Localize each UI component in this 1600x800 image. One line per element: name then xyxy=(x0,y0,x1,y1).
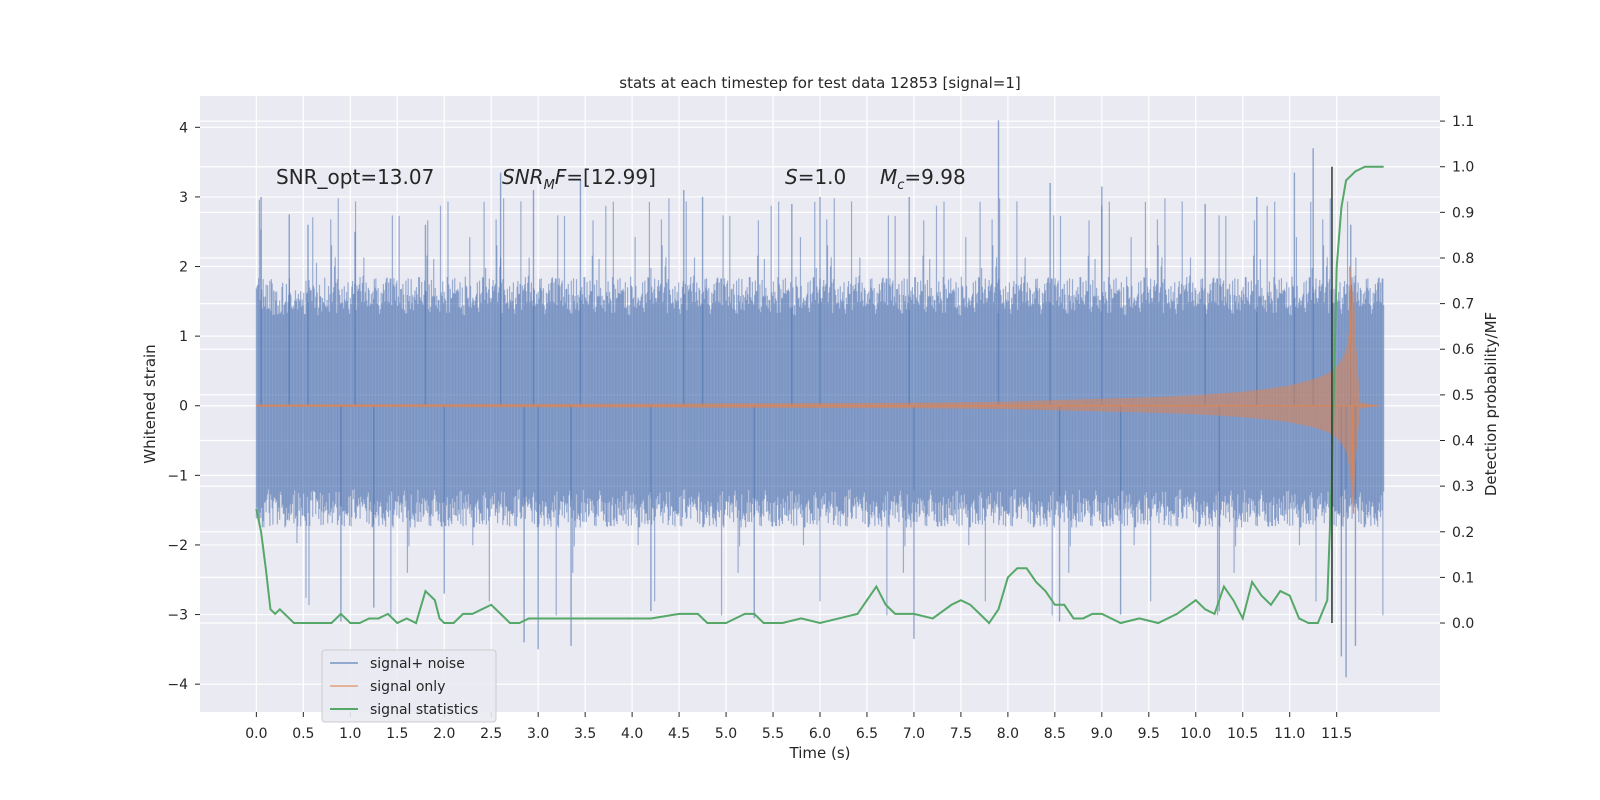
annotation-mc-sub: c xyxy=(897,178,904,193)
y-left-tick-label: −3 xyxy=(167,608,188,624)
annotation-s-name: S xyxy=(785,165,798,189)
x-tick-label: 11.5 xyxy=(1321,726,1352,742)
y-right-tick-label: 0.4 xyxy=(1452,434,1474,450)
y-right-tick-label: 0.2 xyxy=(1452,525,1474,541)
x-tick-label: 5.0 xyxy=(715,726,737,742)
annotation-snr-mf-sub: M xyxy=(544,178,555,193)
x-tick-label: 5.5 xyxy=(762,726,784,742)
y-right-tick-label: 0.6 xyxy=(1452,342,1474,358)
y-left-tick-label: −1 xyxy=(167,468,188,484)
annotation-snr-mf-value: =[12.99] xyxy=(566,165,656,189)
x-tick-label: 8.0 xyxy=(997,726,1019,742)
x-tick-label: 10.5 xyxy=(1227,726,1258,742)
annotation-mc: Mc=9.98 xyxy=(880,165,966,193)
y-left-tick-label: 4 xyxy=(179,120,188,136)
y-left-tick-label: 2 xyxy=(179,260,188,276)
legend-box xyxy=(321,649,497,723)
y-left-tick-label: −4 xyxy=(167,677,188,693)
x-tick-label: 9.0 xyxy=(1091,726,1113,742)
annotation-s: S=1.0 xyxy=(785,165,846,189)
y-axis-left: 4 3 2 1 0 −1 −2 −3 −4 xyxy=(167,120,200,693)
y-right-tick-label: 0.3 xyxy=(1452,479,1474,495)
x-tick-label: 3.5 xyxy=(574,726,596,742)
x-tick-label: 2.0 xyxy=(433,726,455,742)
y-right-tick-label: 0.1 xyxy=(1452,570,1474,586)
y-right-tick-label: 0.0 xyxy=(1452,616,1474,632)
legend-label-signal-statistics: signal statistics xyxy=(370,702,478,718)
y-left-tick-label: 3 xyxy=(179,190,188,206)
annotation-snr-mf: SNRMF=[12.99] xyxy=(502,165,656,193)
x-tick-label: 7.5 xyxy=(950,726,972,742)
y-right-tick-label: 0.5 xyxy=(1452,388,1474,404)
annotation-mc-value: =9.98 xyxy=(904,165,965,189)
x-tick-label: 7.0 xyxy=(903,726,925,742)
y-axis-right-label: Detection probability/MF xyxy=(1482,312,1500,496)
y-axis-left-label: Whitened strain xyxy=(141,344,159,463)
x-tick-label: 0.0 xyxy=(245,726,267,742)
y-left-tick-label: 0 xyxy=(179,399,188,415)
x-axis-label: Time (s) xyxy=(789,744,851,762)
x-tick-label: 1.0 xyxy=(339,726,361,742)
series-signal-statistics xyxy=(255,165,1384,625)
annotation-snr-mf-name: SNR xyxy=(502,165,544,189)
series-signal-only xyxy=(256,266,1379,515)
y-right-tick-label: 0.7 xyxy=(1452,297,1474,313)
x-tick-label: 4.0 xyxy=(621,726,643,742)
chart-title: stats at each timestep for test data 128… xyxy=(619,74,1020,92)
y-right-tick-label: 0.8 xyxy=(1452,251,1474,267)
y-right-tick-label: 1.1 xyxy=(1452,114,1474,130)
legend-label-signal-noise: signal+ noise xyxy=(370,656,465,672)
annotation-mc-name: M xyxy=(880,165,897,189)
signal-statistics-line xyxy=(255,165,1384,625)
annotation-snr-opt: SNR_opt=13.07 xyxy=(276,165,434,189)
legend-label-signal-only: signal only xyxy=(370,679,445,695)
y-axis-right: 1.1 1.0 0.9 0.8 0.7 0.6 0.5 0.4 0.3 0.2 0.1 0.0 xyxy=(1440,114,1474,632)
legend: signal+ noise signal only signal statist… xyxy=(321,649,497,723)
x-tick-label: 1.5 xyxy=(386,726,408,742)
y-left-tick-label: 1 xyxy=(179,329,188,345)
x-tick-label: 0.5 xyxy=(292,726,314,742)
x-tick-label: 3.0 xyxy=(527,726,549,742)
x-tick-label: 9.5 xyxy=(1138,726,1160,742)
annotation-s-value: =1.0 xyxy=(798,165,847,189)
x-tick-label: 11.0 xyxy=(1274,726,1305,742)
x-tick-label: 2.5 xyxy=(480,726,502,742)
y-right-tick-label: 1.0 xyxy=(1452,160,1474,176)
x-tick-label: 6.0 xyxy=(809,726,831,742)
x-tick-label: 8.5 xyxy=(1044,726,1066,742)
annotation-snr-mf-rest: F xyxy=(555,165,567,189)
x-axis: 0.0 0.5 1.0 1.5 2.0 2.5 3.0 3.5 4.0 4.5 5.0 5.5 6.0 6… xyxy=(245,712,1352,742)
y-right-tick-label: 0.9 xyxy=(1452,205,1474,221)
y-left-tick-label: −2 xyxy=(167,538,188,554)
x-tick-label: 10.0 xyxy=(1180,726,1211,742)
x-tick-label: 4.5 xyxy=(668,726,690,742)
x-tick-label: 6.5 xyxy=(856,726,878,742)
signal-only-merger xyxy=(1349,266,1355,514)
